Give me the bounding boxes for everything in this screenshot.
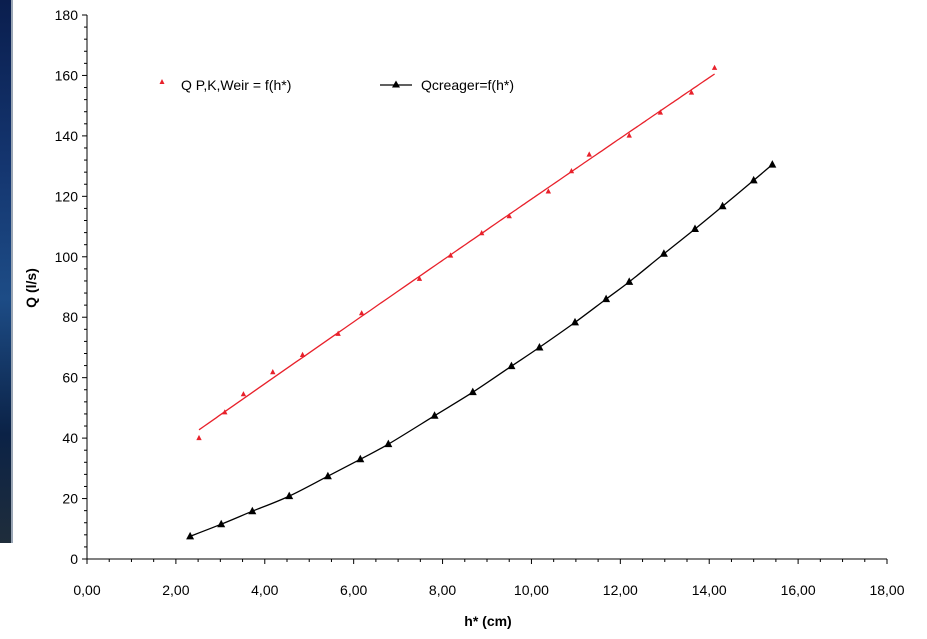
axes: 0 20 40 60 80 100 120 140 160 180 0,00 2,00 4,00 6,00… xyxy=(55,7,905,598)
black-series-marker xyxy=(285,491,294,500)
y-tick-label: 100 xyxy=(55,249,79,265)
red-series-marker xyxy=(478,230,485,236)
red-series-marker xyxy=(358,310,365,316)
black-series-marker xyxy=(571,317,579,326)
legend-entry-red: Q P,K,Weir = f(h*) xyxy=(159,77,291,93)
x-tick-label: 12,00 xyxy=(603,582,638,598)
black-series-marker xyxy=(384,439,393,448)
red-series-marker xyxy=(270,369,276,375)
black-series-marker xyxy=(659,249,668,257)
x-tick-label: 2,00 xyxy=(162,582,189,598)
legend-entry-black: Qcreager=f(h*) xyxy=(380,77,514,93)
black-series-marker xyxy=(535,342,544,351)
x-tick-label: 16,00 xyxy=(781,582,816,598)
black-series-marker xyxy=(323,471,332,480)
x-tick-label: 18,00 xyxy=(869,582,904,598)
red-series-marker xyxy=(586,151,592,157)
red-series-marker xyxy=(506,213,512,219)
y-tick-label: 40 xyxy=(62,430,78,446)
red-series-marker xyxy=(545,188,552,194)
y-tick-label: 160 xyxy=(55,67,79,83)
black-series-marker xyxy=(430,411,439,419)
red-series-marker xyxy=(335,330,341,336)
series-layer xyxy=(186,64,777,540)
black-series-marker xyxy=(691,224,699,232)
black-series-marker xyxy=(468,387,477,396)
red-series-marker xyxy=(711,64,718,70)
black-series-marker xyxy=(356,454,365,463)
red-series-marker xyxy=(447,252,454,258)
x-tick-label: 8,00 xyxy=(429,582,456,598)
y-tick-label: 120 xyxy=(55,188,79,204)
black-series-marker xyxy=(217,519,226,528)
black-series-marker xyxy=(749,175,758,184)
black-series-marker xyxy=(625,277,634,285)
x-tick-label: 0,00 xyxy=(73,582,100,598)
y-tick-label: 20 xyxy=(62,491,78,507)
x-axis-label: h* (cm) xyxy=(464,613,511,629)
red-series-marker xyxy=(416,275,423,281)
x-tick-label: 10,00 xyxy=(514,582,549,598)
black-series-marker xyxy=(718,201,727,210)
red-series-marker xyxy=(626,132,632,138)
y-tick-label: 80 xyxy=(62,309,78,325)
legend-red-label: Q P,K,Weir = f(h*) xyxy=(181,77,291,93)
red-series-marker xyxy=(222,409,228,415)
y-tick-label: 0 xyxy=(70,551,78,567)
red-series-marker xyxy=(240,391,247,397)
red-series-trendline xyxy=(198,73,715,431)
legend-black-marker xyxy=(392,80,400,88)
black-series-marker xyxy=(507,361,516,370)
black-series-marker xyxy=(768,160,777,168)
legend-red-marker xyxy=(159,79,165,84)
red-series-marker xyxy=(688,89,695,95)
y-tick-label: 140 xyxy=(55,128,79,144)
x-tick-label: 6,00 xyxy=(340,582,367,598)
red-series-marker xyxy=(568,168,575,174)
legend: Q P,K,Weir = f(h*) Qcreager=f(h*) xyxy=(159,77,514,93)
red-series-marker xyxy=(657,109,664,115)
black-series-line xyxy=(189,164,773,537)
black-series-marker xyxy=(186,531,195,540)
left-window-strip xyxy=(0,0,13,543)
black-series-marker xyxy=(602,294,611,303)
red-series-marker xyxy=(299,351,306,357)
y-tick-label: 180 xyxy=(55,7,79,23)
legend-black-label: Qcreager=f(h*) xyxy=(421,77,514,93)
black-series-marker xyxy=(248,506,257,515)
left-window-strip-edge xyxy=(11,0,13,543)
y-axis-label: Q (l/s) xyxy=(23,268,39,308)
x-tick-label: 4,00 xyxy=(251,582,278,598)
y-tick-label: 60 xyxy=(62,370,78,386)
x-tick-label: 14,00 xyxy=(692,582,727,598)
red-series-marker xyxy=(196,434,202,441)
